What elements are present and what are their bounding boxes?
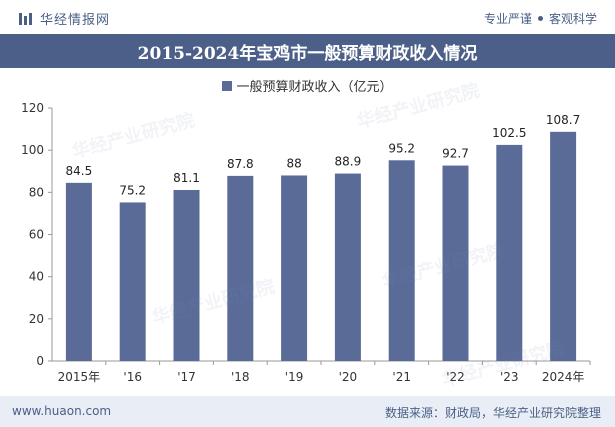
value-label: 88.9 — [335, 155, 362, 169]
bar[interactable] — [442, 165, 469, 361]
legend-swatch-icon — [222, 80, 233, 91]
bar[interactable] — [334, 173, 361, 361]
data-source: 数据来源：财政局，华经产业研究院整理 — [384, 406, 601, 420]
value-label: 88 — [286, 156, 301, 170]
value-label: 84.5 — [66, 164, 93, 178]
x-tick-label: '22 — [446, 370, 465, 384]
top-bar: 华经情报网 专业严谨 客观科学 — [0, 0, 615, 34]
y-tick-label: 120 — [21, 101, 44, 115]
x-tick-label: '23 — [500, 370, 519, 384]
value-label: 87.8 — [227, 157, 254, 171]
y-tick-label: 40 — [29, 270, 44, 284]
value-label: 102.5 — [492, 126, 526, 140]
tag-professional: 专业严谨 — [483, 12, 532, 26]
y-tick-label: 20 — [29, 312, 44, 326]
value-label: 75.2 — [119, 183, 146, 197]
tag-objective: 客观科学 — [548, 12, 597, 26]
value-label: 108.7 — [546, 113, 580, 127]
x-tick-label: '20 — [339, 370, 358, 384]
chart-legend: 一般预算财政收入（亿元） — [0, 76, 615, 95]
title-bar: 2015-2024年宝鸡市一般预算财政收入情况 — [0, 34, 615, 68]
bar[interactable] — [388, 160, 415, 361]
bar[interactable] — [550, 131, 577, 361]
y-tick-label: 60 — [29, 228, 44, 242]
separator-dot-icon — [537, 16, 543, 21]
value-label: 95.2 — [388, 141, 415, 155]
bar[interactable] — [496, 144, 523, 361]
footer: www.huaon.com 数据来源：财政局，华经产业研究院整理 — [0, 396, 615, 427]
x-tick-label: '21 — [392, 370, 411, 384]
value-label: 92.7 — [442, 147, 469, 161]
bar[interactable] — [173, 190, 200, 361]
brand-logo-icon — [19, 12, 32, 25]
value-label: 81.1 — [173, 171, 200, 185]
x-tick-label: '16 — [123, 370, 142, 384]
y-tick-label: 80 — [29, 185, 44, 199]
x-tick-label: '17 — [177, 370, 196, 384]
bar[interactable] — [281, 175, 308, 361]
x-tick-label: 2024年 — [542, 370, 585, 384]
brand-name: 华经情报网 — [40, 13, 111, 28]
brand[interactable]: 华经情报网 — [18, 9, 110, 28]
bar-chart: 0 20 40 60 80 100 120 84.5 2015年 75.2 '16 81.1 '17 8… — [21, 101, 591, 384]
bar[interactable] — [119, 202, 146, 361]
chart-title: 2015-2024年宝鸡市一般预算财政收入情况 — [137, 43, 478, 64]
x-tick-label: '19 — [285, 370, 304, 384]
header-tags: 专业严谨 客观科学 — [484, 10, 597, 27]
legend-label: 一般预算财政收入（亿元） — [236, 80, 393, 95]
y-tick-label: 0 — [36, 354, 44, 368]
bar[interactable] — [227, 175, 254, 361]
x-tick-label: '18 — [231, 370, 250, 384]
website-link[interactable]: www.huaon.com — [12, 404, 112, 418]
bar[interactable] — [65, 182, 92, 361]
y-tick-label: 100 — [21, 143, 44, 157]
x-tick-label: 2015年 — [58, 370, 101, 384]
